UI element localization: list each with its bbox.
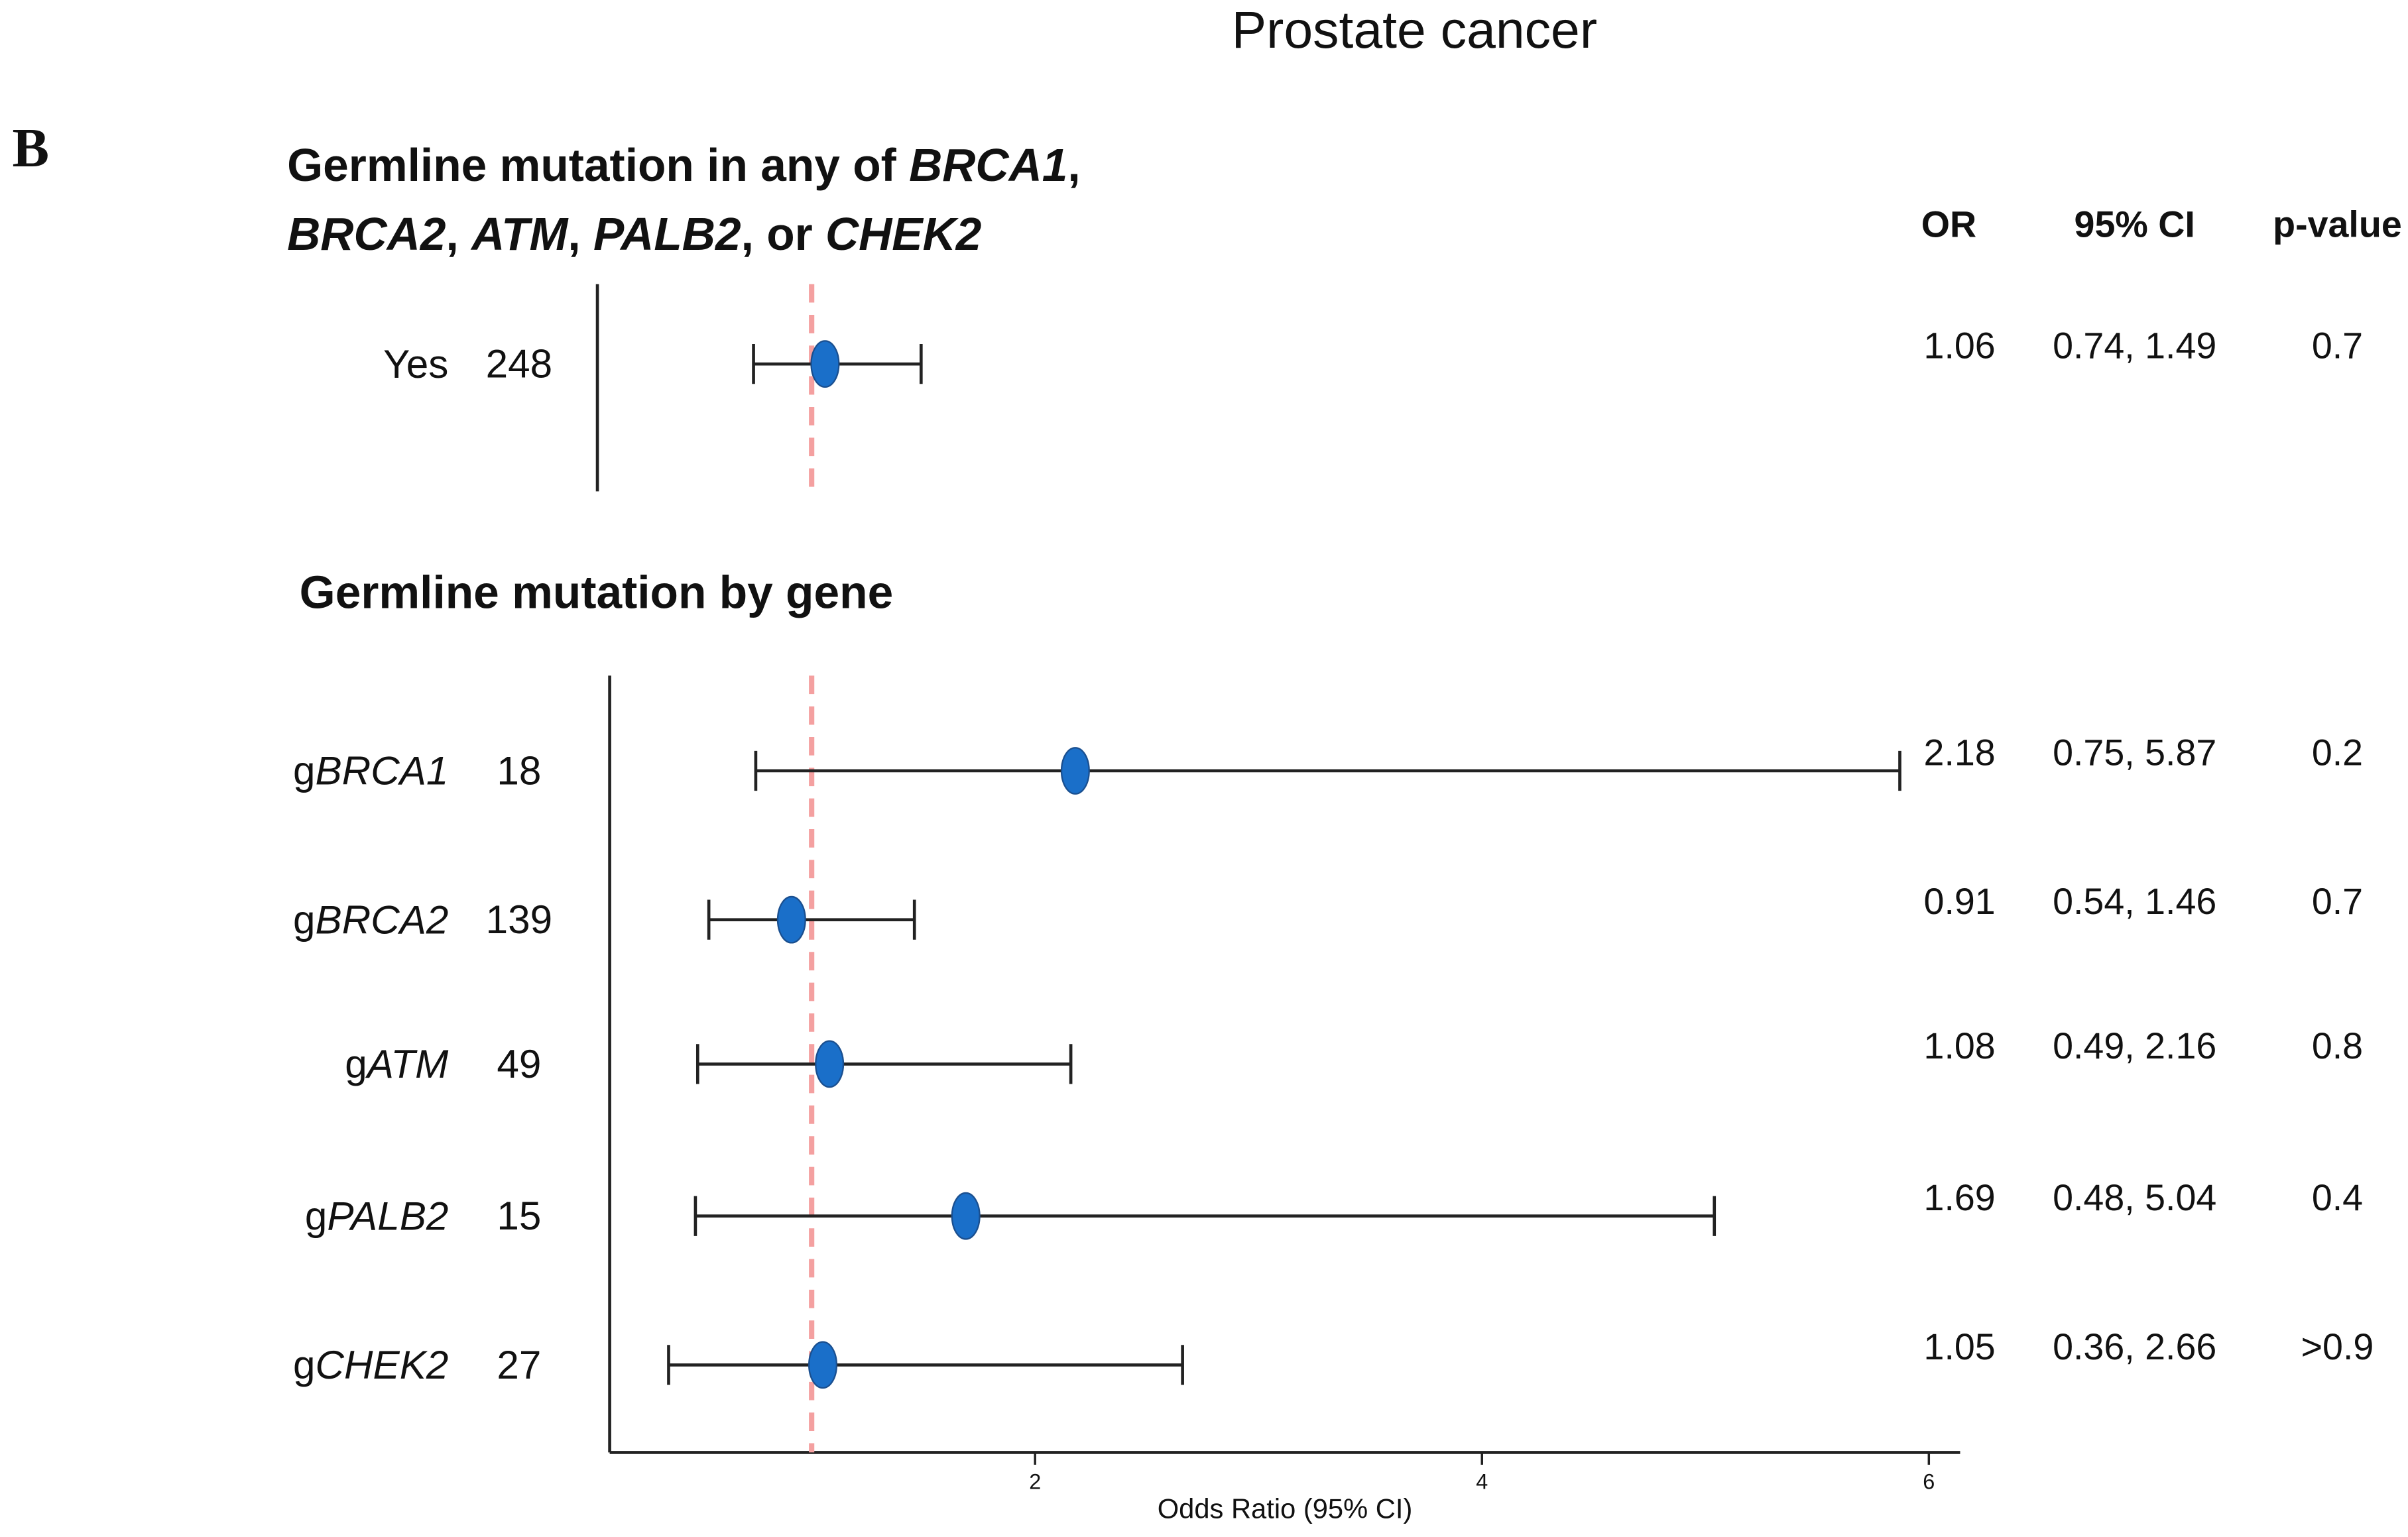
title-part: Germline mutation in any of	[287, 139, 909, 191]
label-prefix: g	[293, 1342, 316, 1387]
row-label: Yes	[383, 341, 448, 386]
title-part: ,	[446, 209, 471, 260]
x-tick-label: 4	[1476, 1469, 1488, 1493]
title-part: BRCA2	[287, 209, 446, 260]
label-name: PALB2	[327, 1193, 448, 1238]
p-value: 0.8	[2312, 1025, 2363, 1066]
row-count: 15	[497, 1193, 541, 1238]
title-part: PALB2	[593, 209, 741, 260]
p-value: 0.2	[2312, 732, 2363, 773]
row-count: 18	[497, 748, 541, 793]
column-header: 95% CI	[2075, 204, 2195, 245]
ci-value: 0.48, 5.04	[2053, 1177, 2216, 1218]
column-header: OR	[1921, 204, 1976, 245]
row-label: gBRCA2	[293, 897, 448, 942]
or-value: 1.69	[1924, 1177, 1996, 1218]
label-prefix: g	[305, 1193, 328, 1238]
title-part: , or	[741, 209, 825, 260]
label-name: CHEK2	[316, 1342, 449, 1387]
ci-value: 0.75, 5.87	[2053, 732, 2216, 773]
p-value: 0.7	[2312, 881, 2363, 922]
label-prefix: g	[293, 897, 316, 942]
or-value: 1.08	[1924, 1025, 1996, 1066]
ci-value: 0.36, 2.66	[2053, 1326, 2216, 1367]
title-part: CHEK2	[825, 209, 981, 260]
odds-ratio-point	[1060, 747, 1090, 795]
odds-ratio-point	[815, 1040, 845, 1088]
label-name: ATM	[365, 1041, 449, 1086]
or-value: 0.91	[1924, 881, 1996, 922]
or-value: 2.18	[1924, 732, 1996, 773]
or-value: 1.06	[1924, 325, 1996, 367]
row-count: 139	[486, 897, 552, 942]
odds-ratio-point	[810, 340, 840, 388]
p-value: >0.9	[2301, 1326, 2374, 1367]
label-name: Yes	[383, 341, 448, 386]
panel-letter: B	[13, 118, 50, 179]
x-tick-label: 2	[1029, 1469, 1041, 1493]
p-value: 0.7	[2312, 325, 2363, 367]
odds-ratio-point	[776, 895, 806, 944]
figure-title: Prostate cancer	[1232, 1, 1598, 59]
row-label: gBRCA1	[293, 748, 448, 793]
title-part: BRCA1	[909, 139, 1067, 191]
ci-value: 0.49, 2.16	[2053, 1025, 2216, 1066]
odds-ratio-point	[808, 1341, 838, 1389]
panel-title: Germline mutation in any of BRCA1,	[287, 139, 1081, 191]
label-name: BRCA1	[316, 748, 449, 793]
or-value: 1.05	[1924, 1326, 1996, 1367]
label-prefix: g	[293, 748, 316, 793]
x-axis-label: Odds Ratio (95% CI)	[1158, 1493, 1413, 1524]
row-label: gCHEK2	[293, 1342, 448, 1387]
ci-value: 0.74, 1.49	[2053, 325, 2216, 367]
column-header: p-value	[2273, 204, 2402, 245]
x-tick-label: 6	[1923, 1469, 1935, 1493]
title-part: ,	[568, 209, 593, 260]
row-label: gPALB2	[305, 1193, 449, 1238]
p-value: 0.4	[2312, 1177, 2363, 1218]
ci-value: 0.54, 1.46	[2053, 881, 2216, 922]
row-label: gATM	[345, 1041, 449, 1086]
label-prefix: g	[345, 1041, 367, 1086]
title-part: ATM	[470, 209, 569, 260]
odds-ratio-point	[951, 1192, 981, 1240]
row-count: 49	[497, 1041, 541, 1086]
panel-title: Germline mutation by gene	[300, 566, 894, 618]
row-count: 27	[497, 1342, 541, 1387]
title-part: ,	[1067, 139, 1080, 191]
row-count: 248	[486, 341, 552, 386]
label-name: BRCA2	[316, 897, 449, 942]
panel-title: BRCA2, ATM, PALB2, or CHEK2	[287, 209, 981, 260]
